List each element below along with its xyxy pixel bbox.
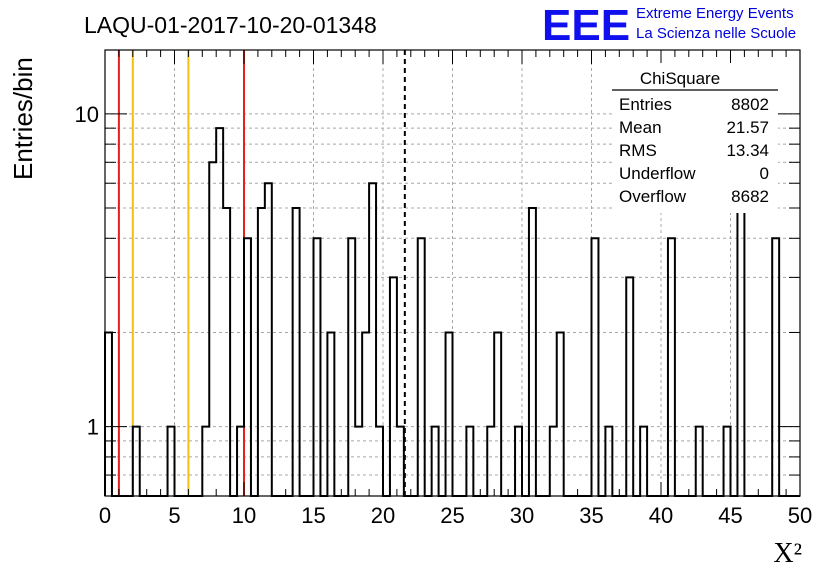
- histogram-bin: [209, 162, 216, 496]
- histogram-bin: [626, 277, 633, 496]
- histogram-bin: [592, 238, 599, 496]
- x-tick-label: 25: [440, 503, 464, 528]
- reference-lines: [117, 50, 406, 496]
- histogram-bin: [105, 332, 112, 496]
- histogram-bin: [772, 238, 779, 496]
- histogram-bin: [237, 427, 244, 496]
- histogram-bin: [265, 183, 272, 496]
- y-tick-label: 1: [87, 415, 99, 440]
- x-tick-label: 50: [788, 503, 812, 528]
- stats-title: ChiSquare: [640, 69, 720, 88]
- histogram-bin: [293, 208, 300, 496]
- histogram-bin: [362, 332, 369, 496]
- stats-row-label: RMS: [619, 141, 657, 160]
- histogram-bin: [550, 427, 557, 496]
- histogram-bin: [668, 238, 675, 496]
- histogram-bin: [223, 208, 230, 496]
- x-axis-label: X²: [773, 538, 802, 569]
- histogram-bin: [397, 427, 404, 496]
- histogram-bin: [557, 332, 564, 496]
- histogram-bin: [390, 277, 397, 496]
- stats-box-background: [614, 63, 778, 213]
- x-tick-label: 40: [649, 503, 673, 528]
- axis-ticks: 0 5 10 15 20 25 30 35 40 45 50 1 10: [75, 50, 812, 528]
- histogram-bin: [216, 128, 223, 496]
- stats-box: ChiSquare Entries 8802 Mean 21.57 RMS 13.34 Un…: [612, 63, 778, 213]
- histogram-bin: [314, 238, 321, 496]
- y-tick-label: 10: [75, 102, 99, 127]
- x-tick-label: 10: [232, 503, 256, 528]
- stats-row-label: Entries: [619, 95, 672, 114]
- stats-row-label: Mean: [619, 118, 662, 137]
- histogram-bin: [418, 238, 425, 496]
- histogram-bin: [355, 427, 362, 496]
- stats-row-value: 21.57: [726, 118, 769, 137]
- histogram-bin: [348, 238, 355, 496]
- histogram-bin: [515, 427, 522, 496]
- histogram-bin: [202, 427, 209, 496]
- histogram-bin: [133, 427, 140, 496]
- stats-row-value: 0: [760, 164, 769, 183]
- histogram-bin: [494, 332, 501, 496]
- eee-logo: EEE Extreme Energy Events La Scienza nel…: [542, 1, 796, 50]
- histogram-bin: [640, 427, 647, 496]
- x-tick-label: 30: [510, 503, 534, 528]
- x-tick-label: 20: [371, 503, 395, 528]
- histogram-bin: [432, 427, 439, 496]
- y-axis-label: Entries/bin: [8, 57, 38, 180]
- histogram-bin: [466, 427, 473, 496]
- histogram-bin: [529, 208, 536, 496]
- stats-row-label: Underflow: [619, 164, 696, 183]
- histogram-bin: [168, 427, 175, 496]
- logo-line-2: La Scienza nelle Scuole: [636, 25, 796, 42]
- stats-row-value: 13.34: [726, 141, 769, 160]
- stats-row-value: 8682: [731, 187, 769, 206]
- chart-title: LAQU-01-2017-10-20-01348: [84, 12, 377, 38]
- logo-mark: EEE: [542, 1, 630, 50]
- histogram-bin: [376, 427, 383, 496]
- x-tick-label: 5: [168, 503, 180, 528]
- histogram-bin: [446, 332, 453, 496]
- x-tick-label: 15: [301, 503, 325, 528]
- histogram-bin: [696, 427, 703, 496]
- histogram-bin: [258, 208, 265, 496]
- logo-line-1: Extreme Energy Events: [636, 5, 794, 22]
- x-tick-label: 45: [718, 503, 742, 528]
- stats-row-label: Overflow: [619, 187, 687, 206]
- histogram-bin: [244, 238, 251, 496]
- histogram-bin: [327, 332, 334, 496]
- histogram-bin: [605, 427, 612, 496]
- stats-rows: Entries 8802 Mean 21.57 RMS 13.34 Underflow 0 Ov…: [619, 95, 769, 206]
- histogram-bin: [487, 427, 494, 496]
- histogram-bin: [724, 427, 731, 496]
- x-tick-label: 0: [99, 503, 111, 528]
- stats-row-value: 8802: [731, 95, 769, 114]
- histogram-bin: [369, 183, 376, 496]
- x-tick-label: 35: [579, 503, 603, 528]
